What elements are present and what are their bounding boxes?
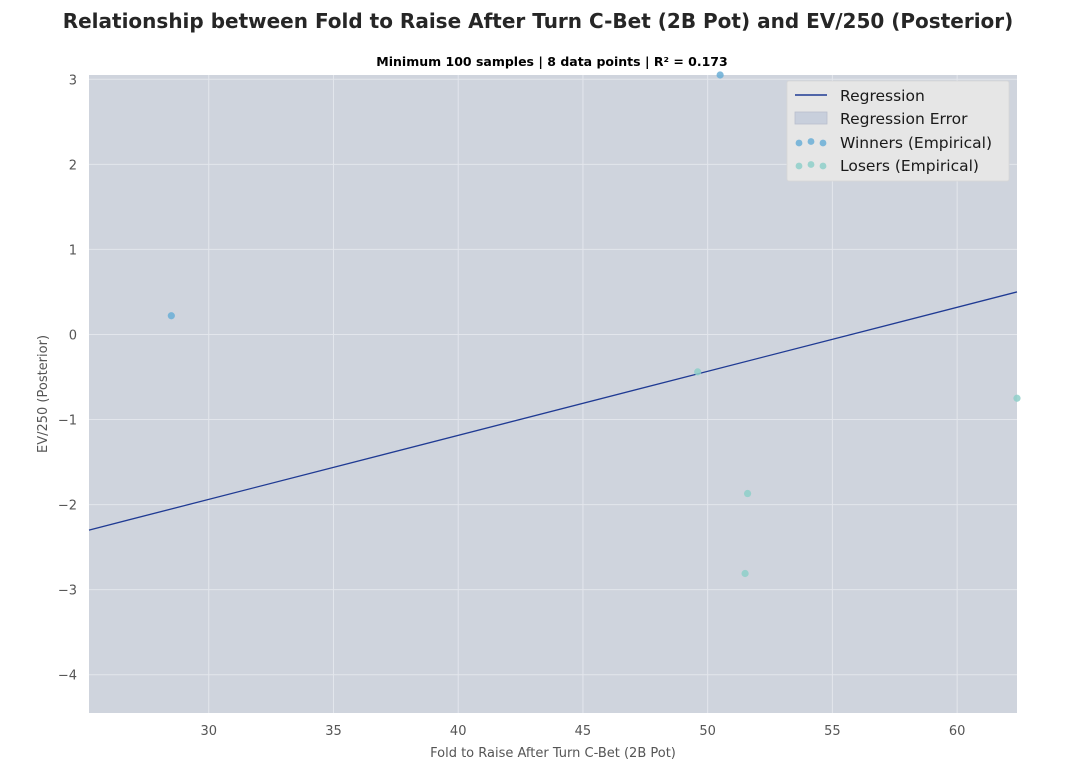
x-tick-label: 55 <box>824 724 841 739</box>
winner-point <box>167 312 175 320</box>
y-tick-label: 1 <box>69 243 77 258</box>
y-tick-label: 0 <box>69 328 77 343</box>
y-axis-label: EV/250 (Posterior) <box>36 335 51 453</box>
legend-box <box>786 80 1010 182</box>
legend-regression-error-label: Regression Error <box>840 110 968 128</box>
regression-line <box>88 291 1018 531</box>
y-axis: −4 −3 −2 −1 0 1 2 3 <box>58 73 77 683</box>
x-tick-label: 50 <box>699 724 716 739</box>
series-layer <box>88 71 1021 578</box>
x-axis-label: Fold to Raise After Turn C-Bet (2B Pot) <box>430 746 676 761</box>
y-tick-label: 2 <box>69 158 77 173</box>
loser-point <box>741 569 749 578</box>
legend-losers-label: Losers (Empirical) <box>840 157 979 175</box>
y-tick-label: −2 <box>58 499 77 514</box>
x-axis: 30 35 40 45 50 55 60 <box>200 724 965 739</box>
x-tick-label: 40 <box>450 724 467 739</box>
legend-regression-error-swatch <box>794 111 828 125</box>
y-tick-label: 3 <box>69 73 77 88</box>
loser-point <box>1013 394 1021 402</box>
y-tick-label: −4 <box>58 669 77 684</box>
grid <box>89 75 1017 713</box>
legend-marker <box>807 138 815 145</box>
legend-regression-label: Regression <box>840 87 925 105</box>
chart-subtitle: Minimum 100 samples | 8 data points | R²… <box>376 54 727 69</box>
legend-marker <box>819 162 827 170</box>
y-tick-label: −3 <box>58 584 77 599</box>
legend: Regression Regression Error Winners (Emp… <box>786 80 1010 182</box>
legend-winners-swatch <box>795 138 827 147</box>
x-tick-label: 60 <box>949 724 966 739</box>
legend-losers-swatch <box>795 161 827 170</box>
legend-marker <box>819 139 827 147</box>
loser-point <box>743 489 752 498</box>
legend-marker <box>795 162 803 170</box>
x-tick-label: 35 <box>325 724 342 739</box>
legend-marker <box>795 139 803 147</box>
y-tick-label: −1 <box>58 414 77 429</box>
winner-point <box>716 71 724 79</box>
chart-title: Relationship between Fold to Raise After… <box>63 9 1014 33</box>
x-tick-label: 30 <box>200 724 217 739</box>
legend-winners-label: Winners (Empirical) <box>840 134 992 152</box>
x-tick-label: 45 <box>575 724 592 739</box>
legend-marker <box>807 161 815 168</box>
loser-point <box>694 368 702 376</box>
